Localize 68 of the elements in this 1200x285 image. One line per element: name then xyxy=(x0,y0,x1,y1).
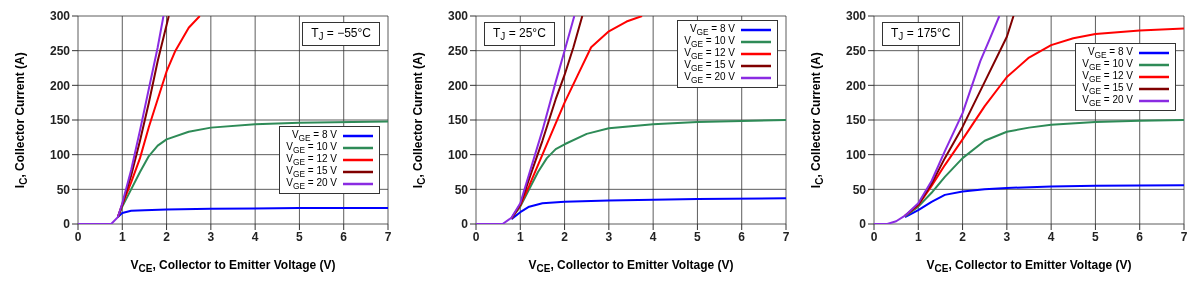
legend-label: V$_{GE}$ = 20 V xyxy=(1082,94,1133,109)
x-tick-label: 0 xyxy=(74,229,82,244)
y-tick-label: 150 xyxy=(845,113,867,128)
y-tick-label: 200 xyxy=(845,78,867,93)
annotation: T$_{J}$ = −55°C xyxy=(311,26,371,43)
y-tick-label: 50 xyxy=(56,182,71,197)
x-tick-label: 2 xyxy=(959,229,967,244)
y-tick-label: 200 xyxy=(447,78,469,93)
line-series xyxy=(510,197,786,221)
x-tick-label: 6 xyxy=(1136,229,1144,244)
y-tick-label: 100 xyxy=(447,147,469,162)
x-tick-label: 3 xyxy=(1003,229,1011,244)
legend-label: V$_{GE}$ = 15 V xyxy=(684,59,735,73)
legend-label: V$_{GE}$ = 8 V xyxy=(291,129,337,143)
x-axis-title: V$_{CE}$, Collector to Emitter Voltage (V) xyxy=(130,257,336,274)
x-tick-label: 4 xyxy=(251,229,259,244)
y-tick-label: 50 xyxy=(454,182,469,197)
line-series xyxy=(116,120,388,219)
x-tick-label: 5 xyxy=(694,229,702,244)
y-tick-label: 250 xyxy=(845,43,867,58)
y-tick-label: 300 xyxy=(49,9,71,24)
y-tick-label: 0 xyxy=(63,217,71,232)
legend-label: V$_{GE}$ = 20 V xyxy=(684,71,735,85)
legend-label: V$_{GE}$ = 8 V xyxy=(689,23,735,37)
x-tick-label: 4 xyxy=(649,229,657,244)
x-tick-label: 1 xyxy=(914,229,922,244)
y-tick-label: 50 xyxy=(852,182,867,197)
x-tick-label: 1 xyxy=(516,229,524,244)
x-tick-label: 2 xyxy=(163,229,171,244)
line-series xyxy=(904,119,1184,218)
x-tick-label: 6 xyxy=(738,229,746,244)
line-series xyxy=(510,16,584,220)
annotation: T$_{J}$ = 175°C xyxy=(891,26,951,43)
legend-label: V$_{GE}$ = 15 V xyxy=(286,165,337,179)
x-tick-label: 7 xyxy=(384,229,392,244)
y-tick-label: 300 xyxy=(447,9,469,24)
x-tick-label: 3 xyxy=(605,229,613,244)
x-tick-label: 0 xyxy=(870,229,878,244)
x-tick-label: 7 xyxy=(782,229,790,244)
x-tick-label: 0 xyxy=(472,229,480,244)
y-tick-label: 250 xyxy=(447,43,469,58)
line-series xyxy=(116,207,388,219)
x-tick-label: 5 xyxy=(296,229,304,244)
x-tick-label: 2 xyxy=(561,229,569,244)
legend-label: V$_{GE}$ = 10 V xyxy=(286,141,337,155)
y-tick-label: 0 xyxy=(859,217,867,232)
legend-label: V$_{GE}$ = 12 V xyxy=(684,47,735,61)
y-tick-label: 0 xyxy=(461,217,469,232)
y-tick-label: 300 xyxy=(845,9,867,24)
legend-label: V$_{GE}$ = 12 V xyxy=(286,153,337,167)
legend-label: V$_{GE}$ = 10 V xyxy=(684,35,735,49)
y-tick-label: 200 xyxy=(49,78,71,93)
y-tick-label: 150 xyxy=(49,113,71,128)
y-tick-label: 100 xyxy=(845,147,867,162)
x-tick-label: 7 xyxy=(1180,229,1188,244)
legend-label: V$_{GE}$ = 20 V xyxy=(286,177,337,191)
x-tick-label: 6 xyxy=(340,229,348,244)
x-tick-label: 4 xyxy=(1047,229,1055,244)
y-tick-label: 250 xyxy=(49,43,71,58)
line-series xyxy=(904,184,1184,219)
x-tick-label: 3 xyxy=(207,229,215,244)
y-tick-label: 100 xyxy=(49,147,71,162)
y-tick-label: 150 xyxy=(447,113,469,128)
annotation: T$_{J}$ = 25°C xyxy=(493,26,546,43)
x-tick-label: 5 xyxy=(1092,229,1100,244)
x-axis-title: V$_{CE}$, Collector to Emitter Voltage (V) xyxy=(528,257,734,274)
x-tick-label: 1 xyxy=(118,229,126,244)
x-axis-title: V$_{CE}$, Collector to Emitter Voltage (V) xyxy=(926,257,1132,274)
